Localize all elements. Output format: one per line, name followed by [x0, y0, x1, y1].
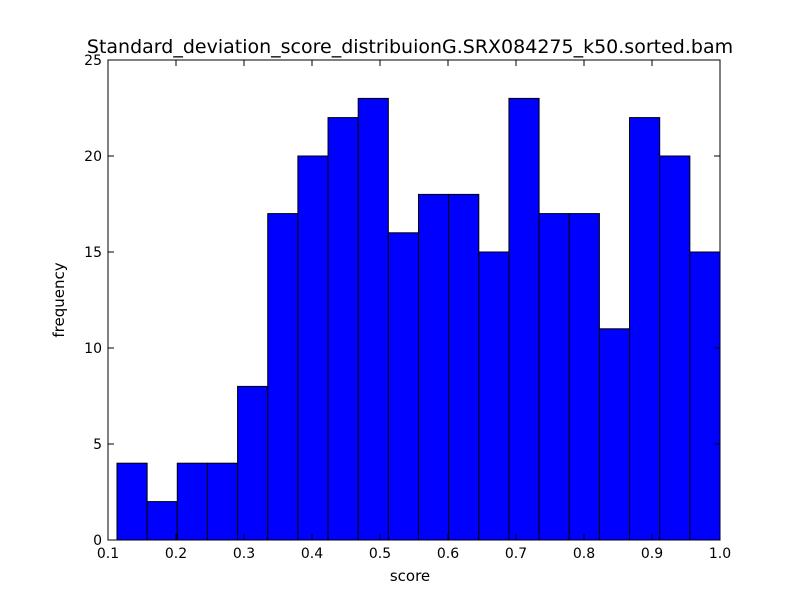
histogram-bar — [448, 193, 480, 541]
histogram-bar — [206, 462, 239, 541]
histogram-bar — [327, 117, 359, 541]
histogram-bar — [598, 328, 631, 541]
y-tick-label: 25 — [84, 53, 102, 69]
chart-title: Standard_deviation_score_distribuionG.SR… — [87, 36, 733, 58]
histogram-bar — [237, 385, 269, 541]
y-tick-label: 10 — [84, 341, 102, 357]
x-tick-label: 0.6 — [437, 546, 459, 562]
x-tick-label: 1.0 — [709, 546, 731, 562]
histogram-bar — [387, 232, 419, 541]
histogram-bar — [146, 501, 178, 541]
y-tick-label: 20 — [84, 149, 102, 165]
x-tick-label: 0.7 — [505, 546, 527, 562]
y-axis-label: frequency — [50, 262, 68, 337]
x-tick-label: 0.5 — [369, 546, 391, 562]
y-tick-label: 15 — [84, 245, 102, 261]
ticks-group: 0.1 0.2 0.3 0.4 0.5 0.6 0.7 0.8 0.9 1.0 0 5 10 15 20 25 — [84, 53, 731, 562]
histogram-bar — [568, 213, 600, 541]
histogram-bar — [176, 462, 208, 541]
bars-group — [116, 97, 721, 541]
y-tick-label: 0 — [93, 533, 102, 549]
x-tick-label: 0.9 — [641, 546, 663, 562]
x-tick-label: 0.2 — [165, 546, 187, 562]
histogram-bar — [659, 155, 691, 541]
x-tick-label: 0.3 — [233, 546, 255, 562]
y-tick-label: 5 — [93, 437, 102, 453]
histogram-bar — [508, 97, 540, 541]
histogram-bar — [267, 213, 299, 541]
x-tick-label: 0.8 — [573, 546, 595, 562]
histogram-bar — [478, 251, 510, 541]
x-axis-label: score — [390, 567, 430, 585]
plot-frame — [107, 59, 721, 541]
histogram-bar — [297, 155, 329, 541]
histogram-bar — [357, 97, 389, 541]
histogram-bar — [629, 117, 661, 541]
x-tick-label: 0.4 — [301, 546, 323, 562]
x-tick-label: 0.1 — [97, 546, 119, 562]
histogram-bar — [538, 213, 570, 541]
histogram-bar — [116, 462, 148, 541]
histogram-bar — [689, 251, 721, 541]
histogram-bar — [417, 193, 450, 541]
